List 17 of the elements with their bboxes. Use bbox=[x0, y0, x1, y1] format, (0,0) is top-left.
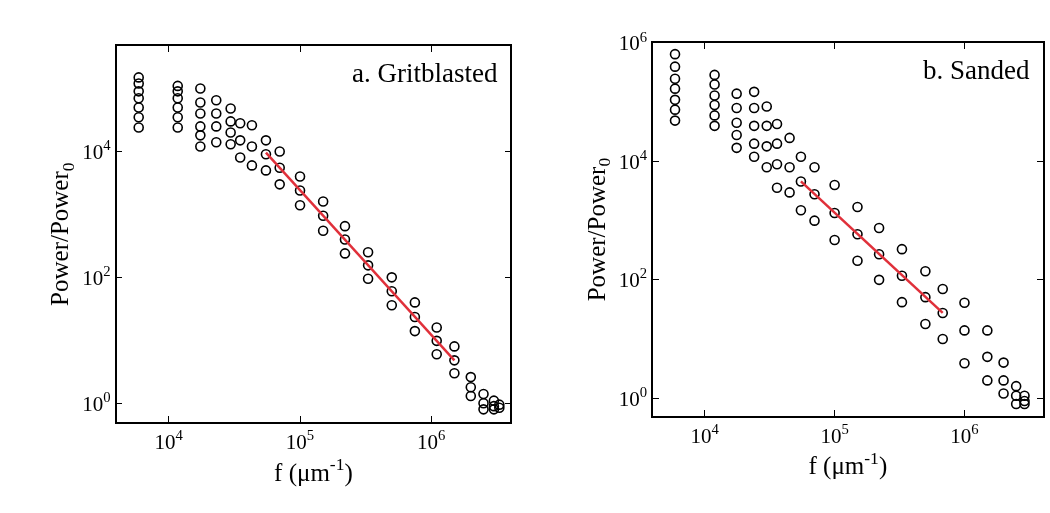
y-tick-label: 10$^{4}$ bbox=[618, 147, 648, 174]
text: b. Sanded bbox=[923, 55, 1030, 85]
y-tick-label: 10$^{0}$ bbox=[82, 388, 111, 416]
x-tick-label: 10$^{5}$ bbox=[285, 427, 315, 455]
y-tick-label: 10$^{6}$ bbox=[618, 28, 648, 56]
x-tick-label: 10$^{6}$ bbox=[417, 427, 446, 455]
y-tick-label: 10$^{0}$ bbox=[618, 383, 648, 411]
y-tick-label: 10$^{4}$ bbox=[82, 136, 112, 164]
chart-title: a. Gritblasted bbox=[352, 58, 498, 88]
x-tick-label: 10$^{4}$ bbox=[154, 427, 184, 455]
x-tick-label: 10$^{6}$ bbox=[950, 421, 979, 448]
y-tick-label: 10$^{2}$ bbox=[82, 262, 111, 290]
x-tick-label: 10$^{4}$ bbox=[690, 421, 720, 448]
x-axis-title: f (μm$^{-1}$) bbox=[808, 447, 888, 481]
x-axis-title: f (μm$^{-1}$) bbox=[274, 454, 353, 487]
y-tick-label: 10$^{2}$ bbox=[618, 265, 648, 293]
x-tick-label: 10$^{5}$ bbox=[820, 421, 849, 448]
